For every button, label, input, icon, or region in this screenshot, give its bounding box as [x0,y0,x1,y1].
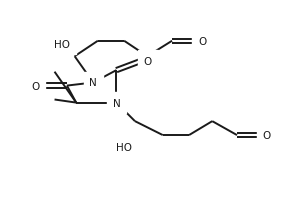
Text: O: O [31,81,40,91]
Text: O: O [144,57,152,67]
Text: O: O [263,130,271,140]
Text: O: O [198,37,206,47]
Text: HO: HO [116,143,132,153]
Text: N: N [113,98,120,108]
Text: HO: HO [54,40,70,50]
Text: N: N [89,78,97,88]
